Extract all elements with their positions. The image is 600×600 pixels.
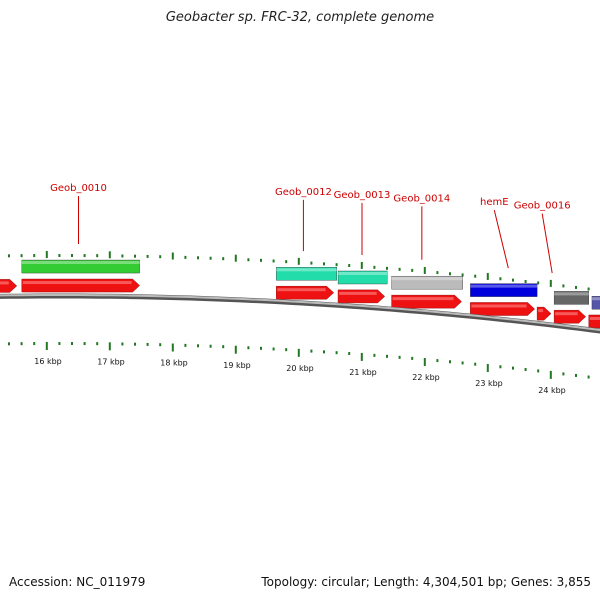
cog-feature-shine bbox=[391, 277, 463, 281]
gene-label: hemE bbox=[480, 197, 509, 208]
cds-arrow-shine bbox=[0, 281, 9, 285]
cds-arrow-shine bbox=[589, 316, 600, 320]
cog-feature-shine bbox=[554, 292, 589, 296]
cog-feature bbox=[553, 291, 590, 305]
gene-label: Geob_0010 bbox=[50, 183, 107, 194]
cds-arrow bbox=[21, 278, 140, 293]
gene-labels: Geob_0010 Geob_0012 Geob_0013 Geob_0014 hemE… bbox=[50, 183, 571, 274]
cds-arrow bbox=[337, 289, 386, 304]
gene-label-leader bbox=[493, 210, 509, 269]
cds-arrow-shine bbox=[555, 312, 578, 316]
map-title: Geobacter sp. FRC-32, complete genome bbox=[165, 10, 435, 25]
scale-labels: 16 kbp 17 kbp 18 kbp 19 kbp 20 kbp 21 kbp 22 k… bbox=[34, 357, 566, 395]
cds-arrow-shine bbox=[22, 281, 132, 285]
cog-feature-shine bbox=[591, 297, 600, 301]
cds-arrow-shine bbox=[339, 291, 377, 295]
backbone-highlight bbox=[0, 293, 600, 331]
scale-label: 22 kbp bbox=[412, 373, 440, 382]
cds-arrow bbox=[276, 285, 335, 300]
cds-arrow-shine bbox=[471, 304, 527, 308]
cds-arrow bbox=[588, 314, 600, 329]
scale-label: 24 kbp bbox=[538, 386, 566, 395]
cds-arrow bbox=[470, 302, 535, 316]
gene-label: Geob_0014 bbox=[393, 193, 450, 204]
cds-arrow-shine bbox=[392, 297, 454, 301]
scale-label: 21 kbp bbox=[349, 368, 377, 377]
gene-label: Geob_0013 bbox=[334, 190, 391, 201]
gene-label: Geob_0012 bbox=[275, 187, 332, 198]
cds-arrow bbox=[553, 309, 587, 324]
cog-feature bbox=[276, 267, 338, 281]
cog-feature bbox=[337, 270, 388, 285]
cog-feature bbox=[391, 275, 463, 290]
cds-arrow bbox=[536, 306, 552, 321]
genome-summary-label: Topology: circular; Length: 4,304,501 bp… bbox=[261, 575, 591, 589]
top-tick-track bbox=[8, 251, 590, 291]
scale-label: 23 kbp bbox=[475, 379, 503, 388]
gene-label-leader bbox=[541, 213, 553, 274]
cog-feature-track bbox=[21, 259, 600, 310]
cog-feature bbox=[591, 296, 600, 310]
cog-feature-shine bbox=[338, 271, 388, 275]
cog-feature-shine bbox=[21, 261, 140, 265]
bottom-tick-track bbox=[8, 342, 590, 379]
gene-label: Geob_0016 bbox=[514, 201, 571, 212]
cds-arrow-shine bbox=[538, 309, 544, 313]
cog-feature-shine bbox=[276, 268, 337, 272]
cds-feature-track bbox=[0, 278, 600, 329]
cds-arrow-shine bbox=[277, 288, 326, 292]
cds-arrow bbox=[391, 294, 462, 309]
cog-feature bbox=[470, 283, 538, 297]
cog-feature bbox=[21, 259, 140, 274]
scale-label: 18 kbp bbox=[160, 359, 188, 368]
cog-feature-shine bbox=[470, 284, 538, 288]
cds-arrow bbox=[0, 279, 18, 293]
scale-label: 17 kbp bbox=[97, 357, 125, 366]
genome-backbone bbox=[0, 293, 600, 334]
scale-label: 16 kbp bbox=[34, 357, 62, 366]
scale-label: 20 kbp bbox=[286, 364, 314, 373]
scale-label: 19 kbp bbox=[223, 361, 251, 370]
accession-label: Accession: NC_011979 bbox=[9, 575, 146, 589]
